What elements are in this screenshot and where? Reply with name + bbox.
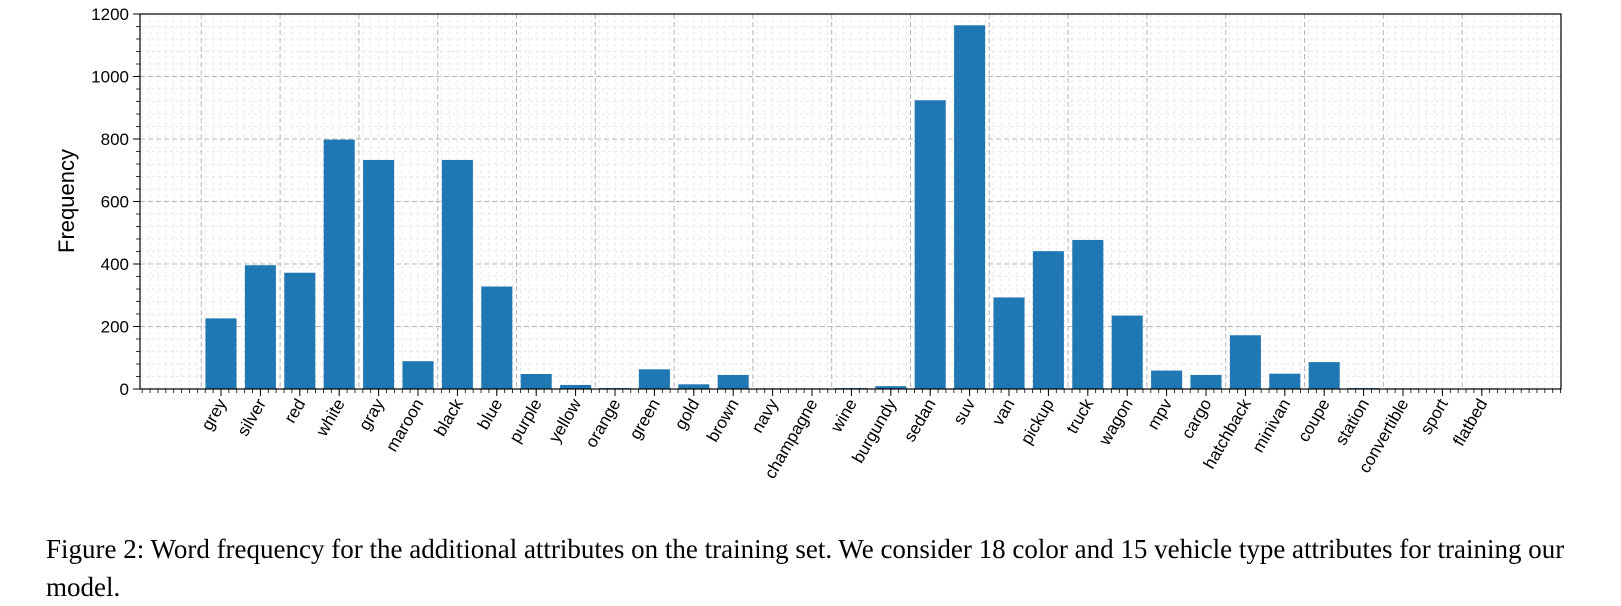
x-tick-label-sedan: sedan [900, 396, 940, 446]
x-tick-label-gray: gray [355, 395, 388, 434]
y-tick-label: 1200 [91, 5, 129, 24]
x-tick-label-grey: grey [197, 395, 230, 434]
x-tick-label-wagon: wagon [1095, 396, 1137, 450]
x-tick-label-white: white [312, 396, 349, 441]
bar-suv [954, 25, 986, 389]
bar-maroon [402, 361, 434, 389]
x-tick-label-orange: orange [582, 396, 625, 451]
bar-grey [205, 318, 237, 389]
bar-truck [1072, 239, 1104, 389]
bar-mpv [1151, 370, 1183, 389]
x-tick-label-maroon: maroon [382, 396, 427, 455]
bar-pickup [1032, 251, 1064, 389]
x-tick-label-blue: blue [474, 396, 507, 433]
bar-coupe [1308, 362, 1340, 389]
x-tick-label-flatbed: flatbed [1449, 396, 1491, 450]
x-tick-label-red: red [281, 396, 310, 427]
bar-van [993, 297, 1025, 389]
bar-gray [363, 159, 395, 389]
figure-caption: Figure 2: Word frequency for the additio… [46, 534, 1565, 602]
x-tick-label-minivan: minivan [1249, 396, 1295, 456]
bar-hatchback [1229, 335, 1261, 389]
bar-yellow [560, 384, 592, 389]
bar-burgundy [875, 386, 907, 389]
bar-silver [244, 265, 276, 389]
x-tick-label-silver: silver [234, 395, 270, 439]
x-tick-label-green: green [626, 396, 664, 443]
bar-red [284, 272, 316, 389]
bar-brown [717, 374, 749, 389]
x-tick-label-van: van [988, 396, 1018, 429]
x-tick-label-wine: wine [826, 396, 860, 437]
x-tick-label-purple: purple [506, 396, 546, 446]
bar-wagon [1111, 315, 1143, 389]
y-tick-label: 800 [101, 130, 129, 149]
x-tick-label-suv: suv [949, 395, 979, 428]
y-tick-label: 0 [120, 380, 129, 399]
bar-chart: 0 200 400 600 800 1000 1200 grey silver red white… [54, 5, 1562, 482]
x-tick-label-sport: sport [1417, 395, 1452, 437]
bar-blue [481, 286, 513, 389]
y-tick-label: 1000 [91, 68, 129, 87]
x-tick-label-cargo: cargo [1178, 396, 1216, 442]
x-tick-label-black: black [431, 395, 468, 439]
x-tick-label-station: station [1332, 396, 1374, 449]
y-tick-label: 200 [101, 318, 129, 337]
bar-gold [678, 384, 710, 389]
bar-green [638, 369, 670, 389]
x-tick-label-truck: truck [1062, 395, 1097, 437]
bar-purple [520, 374, 552, 389]
y-axis-label: Frequency [54, 149, 79, 253]
y-tick-label: 600 [101, 193, 129, 212]
x-tick-label-brown: brown [703, 396, 743, 446]
bar-black [441, 159, 473, 389]
bars [205, 25, 1498, 389]
x-tick-label-mpv: mpv [1144, 395, 1177, 433]
x-tick-label-coupe: coupe [1294, 396, 1334, 446]
bar-sedan [914, 100, 946, 389]
y-ticks: 0 200 400 600 800 1000 1200 [91, 5, 140, 399]
bar-cargo [1190, 374, 1222, 389]
x-tick-label-yellow: yellow [545, 395, 585, 446]
y-tick-label: 400 [101, 255, 129, 274]
x-tick-label-navy: navy [748, 395, 783, 436]
x-tick-label-gold: gold [671, 396, 704, 433]
bar-white [323, 139, 355, 389]
x-tick-label-pickup: pickup [1017, 396, 1058, 448]
bar-minivan [1269, 373, 1301, 389]
